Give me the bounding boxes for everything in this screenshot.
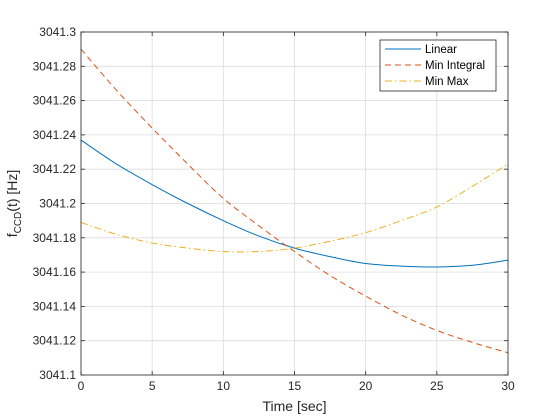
y-tick-labels: 3041.1 3041.12 3041.14 3041.16 3041.18 3041.2… (33, 25, 77, 382)
x-tick-label: 20 (359, 379, 373, 393)
x-axis-label: Time [sec] (262, 398, 326, 414)
x-tick-labels: 0 5 10 15 20 25 30 (78, 379, 515, 393)
series-lines (80, 48, 509, 354)
y-tick-label: 3041.24 (33, 128, 77, 142)
x-tick-label: 25 (430, 379, 444, 393)
y-tick-label: 3041.12 (33, 334, 77, 348)
y-tick-label: 3041.26 (33, 94, 77, 108)
legend: Linear Min Integral Min Max (379, 39, 497, 92)
x-tick-label: 10 (217, 379, 231, 393)
legend-label-min-integral: Min Integral (425, 60, 485, 72)
y-tick-label: 3041.22 (33, 162, 77, 176)
series-line-linear (80, 139, 509, 268)
tick-marks (80, 31, 509, 376)
y-axis-label-rest: (t) [Hz] (4, 170, 20, 212)
y-tick-label: 3041.2 (39, 197, 76, 211)
y-tick-label: 3041.18 (33, 231, 77, 245)
x-tick-label: 5 (149, 379, 156, 393)
y-tick-label: 3041.28 (33, 59, 77, 73)
x-tick-label: 15 (288, 379, 302, 393)
series-line-min-integral (80, 48, 509, 354)
legend-label-min-max: Min Max (425, 76, 469, 88)
y-axis-label-subscript: CCD (13, 212, 24, 234)
series-line-min-max (80, 163, 509, 253)
y-tick-label: 3041.3 (39, 25, 76, 39)
x-tick-label: 30 (501, 379, 515, 393)
y-tick-label: 3041.16 (33, 265, 77, 279)
legend-label-linear: Linear (425, 44, 457, 56)
y-axis-label-main: f (4, 233, 20, 237)
y-axis-label: fCCD(t) [Hz] (4, 170, 24, 238)
y-tick-label: 3041.1 (39, 368, 76, 382)
y-tick-label: 3041.14 (33, 299, 77, 313)
x-tick-label: 0 (78, 379, 85, 393)
